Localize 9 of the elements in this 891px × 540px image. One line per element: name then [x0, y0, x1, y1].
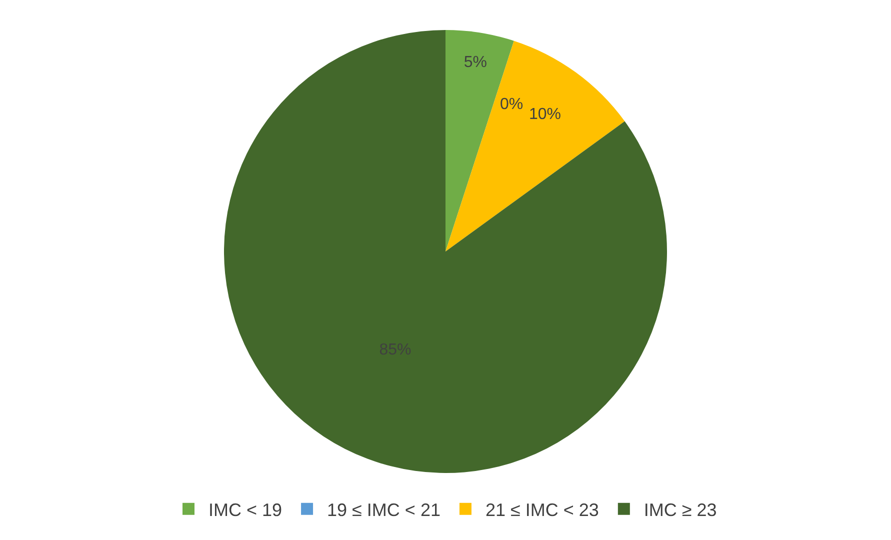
data-label: 5%: [464, 54, 488, 71]
legend-label: 21 ≤ IMC < 23: [485, 500, 599, 520]
legend-label: IMC ≥ 23: [644, 500, 717, 520]
legend-label: IMC < 19: [208, 500, 282, 520]
pie-slice: [446, 40, 625, 252]
pie-slice: [224, 30, 667, 473]
data-label: 10%: [528, 106, 561, 124]
text: 0%: [500, 96, 524, 113]
legend-label: 19 ≤ IMC < 21: [327, 500, 440, 520]
